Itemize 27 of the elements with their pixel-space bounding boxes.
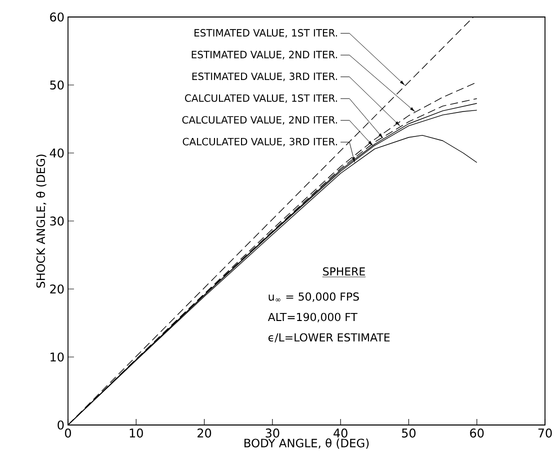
y-tick-label: 0 bbox=[58, 420, 64, 430]
x-tick-label: 60 bbox=[470, 428, 484, 438]
annotation: CALCULATED VALUE, 3RD ITER. bbox=[182, 138, 337, 146]
x-tick-label: 70 bbox=[538, 428, 552, 438]
annotation: ϵ/L=LOWER ESTIMATE bbox=[268, 333, 390, 342]
y-tick-label: 20 bbox=[50, 284, 64, 294]
x-tick-label: 50 bbox=[402, 428, 416, 438]
x-tick-label: 30 bbox=[266, 428, 280, 438]
y-tick-label: 60 bbox=[50, 12, 64, 22]
annotation: ESTIMATED VALUE, 2ND ITER. bbox=[192, 50, 337, 60]
annotation: CALCULATED VALUE, 1ST ITER. bbox=[185, 94, 337, 103]
annotation: u$_{∞}$ = 50,000 FPS bbox=[268, 292, 359, 302]
y-tick-label: 10 bbox=[50, 352, 64, 362]
x-tick-label: 0 bbox=[64, 428, 72, 438]
y-axis-title: SHOCK ANGLE, θ (DEG) bbox=[36, 154, 46, 288]
x-tick-label: 10 bbox=[130, 428, 143, 438]
annotation: ESTIMATED VALUE, 1ST ITER. bbox=[194, 29, 337, 38]
annotation: SPHERE bbox=[323, 267, 365, 276]
x-axis-title: BODY ANGLE, θ (DEG) bbox=[244, 438, 369, 449]
y-tick-label: 50 bbox=[50, 80, 64, 90]
y-tick-label: 40 bbox=[50, 148, 64, 158]
annotation: ALT=190,000 FT bbox=[268, 312, 358, 322]
y-tick-label: 30 bbox=[50, 216, 64, 226]
annotation: ESTIMATED VALUE, 3RD ITER. bbox=[192, 72, 337, 82]
x-tick-label: 20 bbox=[198, 428, 212, 438]
x-tick-label: 40 bbox=[334, 428, 348, 438]
annotation: CALCULATED VALUE, 2ND ITER. bbox=[182, 116, 337, 125]
